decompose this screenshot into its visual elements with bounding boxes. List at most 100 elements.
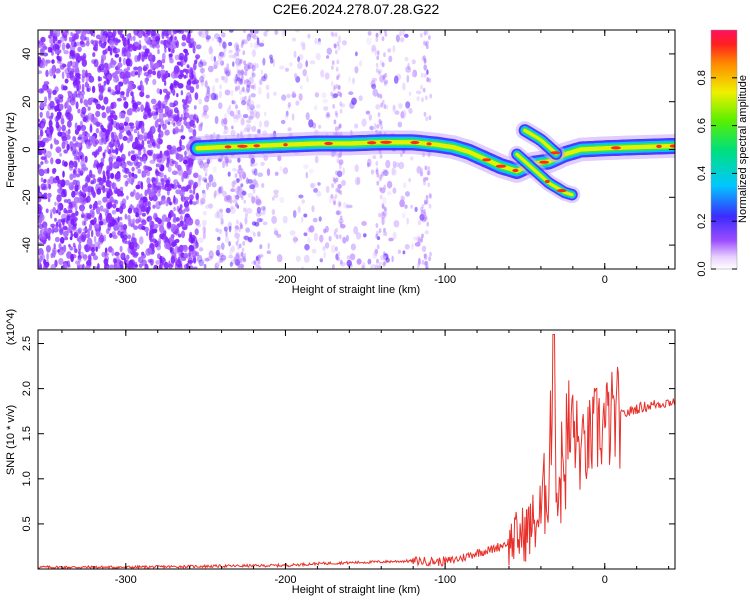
noise-speckle (258, 78, 263, 85)
noise-streak (421, 203, 425, 209)
noise-streak (426, 77, 430, 83)
main-ridge (195, 140, 675, 174)
noise-speckle (148, 217, 152, 226)
noise-speckle (343, 201, 347, 209)
noise-speckle (141, 225, 146, 231)
noise-speckle (121, 160, 125, 169)
noise-speckle (209, 45, 213, 54)
noise-speckle (167, 30, 172, 35)
colorbar-label: Normalized spectral amplitude (737, 75, 749, 223)
noise-speckle (75, 140, 79, 145)
noise-speckle (131, 237, 137, 244)
noise-speckle (159, 150, 163, 159)
noise-speckle (199, 75, 205, 83)
noise-streak (420, 171, 423, 177)
noise-speckle (80, 191, 84, 197)
noise-speckle (250, 260, 256, 265)
noise-speckle (219, 258, 223, 263)
noise-streak (422, 177, 426, 183)
noise-streak (242, 50, 246, 56)
noise-speckle (156, 137, 160, 143)
noise-speckle (177, 128, 183, 133)
noise-speckle (118, 56, 122, 63)
noise-speckle (60, 117, 65, 125)
noise-speckle (341, 40, 347, 46)
noise-speckle (134, 241, 138, 248)
noise-speckle (87, 191, 91, 198)
noise-streak (332, 104, 336, 109)
noise-speckle (279, 65, 285, 70)
noise-speckle (61, 63, 67, 68)
noise-streak (336, 210, 340, 216)
noise-speckle (38, 118, 41, 123)
noise-speckle (127, 161, 134, 166)
noise-speckle (182, 68, 187, 73)
noise-speckle (63, 30, 70, 36)
noise-speckle (63, 207, 67, 214)
noise-speckle (189, 78, 192, 85)
noise-speckle (218, 229, 223, 234)
noise-speckle (48, 90, 52, 99)
spectrogram-ylabel: Frequency (Hz) (5, 112, 17, 188)
noise-speckle (77, 257, 82, 263)
noise-speckle (263, 31, 268, 37)
noise-speckle (367, 158, 372, 167)
noise-speckle (138, 52, 141, 60)
noise-speckle (59, 36, 65, 43)
noise-speckle (180, 30, 185, 34)
noise-speckle (394, 110, 400, 115)
noise-speckle (419, 213, 425, 221)
noise-speckle (83, 30, 88, 34)
noise-streak (243, 30, 246, 34)
noise-speckle (255, 194, 258, 202)
noise-speckle (266, 168, 271, 177)
noise-streak (379, 120, 383, 126)
noise-speckle (320, 69, 325, 78)
noise-speckle (240, 117, 245, 126)
noise-speckle (340, 103, 346, 108)
noise-speckle (112, 199, 117, 204)
noise-speckle (261, 183, 265, 188)
noise-speckle (113, 258, 118, 264)
noise-speckle (249, 108, 254, 115)
noise-speckle (101, 111, 107, 119)
noise-speckle (58, 258, 64, 265)
noise-speckle (367, 258, 372, 265)
noise-speckle (247, 62, 254, 69)
noise-speckle (82, 57, 85, 63)
noise-streak (384, 206, 387, 212)
noise-streak (384, 72, 388, 78)
noise-speckle (109, 233, 113, 238)
noise-speckle (105, 32, 108, 38)
noise-speckle (98, 83, 102, 88)
noise-speckle (93, 59, 99, 68)
noise-speckle (111, 209, 117, 215)
noise-speckle (192, 257, 197, 264)
noise-speckle (230, 188, 236, 193)
noise-speckle (204, 172, 208, 177)
noise-speckle (116, 254, 120, 263)
noise-speckle (71, 96, 75, 102)
noise-speckle (226, 107, 232, 115)
noise-speckle (383, 169, 389, 177)
noise-speckle (204, 165, 208, 174)
noise-speckle (387, 48, 392, 53)
noise-streak (423, 30, 427, 36)
noise-speckle (266, 92, 270, 100)
noise-streak (384, 32, 388, 37)
noise-streak (235, 241, 239, 246)
noise-speckle (126, 195, 129, 200)
noise-streak (236, 68, 240, 74)
noise-speckle (161, 235, 168, 240)
noise-speckle (120, 203, 126, 210)
noise-speckle (345, 234, 349, 242)
spectrogram-ytick-label: -20 (21, 189, 33, 205)
noise-speckle (110, 102, 115, 110)
noise-streak (375, 264, 378, 269)
noise-speckle (243, 235, 249, 240)
noise-speckle (234, 180, 238, 185)
noise-speckle (141, 212, 146, 217)
noise-streak (339, 101, 343, 107)
noise-speckle (70, 233, 74, 238)
